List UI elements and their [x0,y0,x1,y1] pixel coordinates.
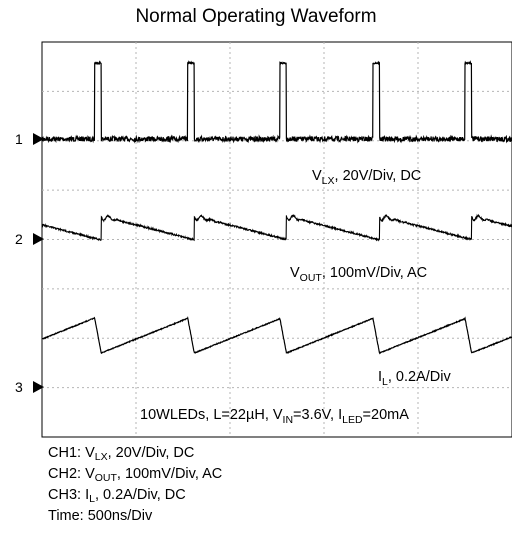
conditions-annotation: 10WLEDs, L=22µH, VIN=3.6V, ILED=20mA [140,407,409,426]
ch2-trace-label: VOUT, 100mV/Div, AC [290,265,427,284]
ch2-vout-trace [41,213,512,242]
ch2-ground-marker-icon [33,233,44,245]
scope-settings: CH1: VLX, 20V/Div, DC CH2: VOUT, 100mV/D… [48,443,222,527]
time-setting: Time: 500ns/Div [48,508,153,524]
ch1-vlx-trace [41,60,512,144]
ch3-trace-label: IL, 0.2A/Div [378,369,451,388]
ch2-setting: CH2: VOUT, 100mV/Div, AC [48,466,223,484]
chart-title: Normal Operating Waveform [135,6,377,27]
ch3-setting: CH3: IL, 0.2A/Div, DC [48,487,186,505]
ch3-ground-marker-icon [33,381,44,393]
ch1-ground-marker-icon [33,133,44,145]
ch1-setting: CH1: VLX, 20V/Div, DC [48,445,195,463]
scope-traces [41,60,512,355]
channel-markers: 1 2 3 [15,131,44,395]
ch1-number-label: 1 [15,131,23,147]
ch3-number-label: 3 [15,379,23,395]
ch2-number-label: 2 [15,231,23,247]
ch3-il-trace [41,316,512,355]
ch1-trace-label: VLX, 20V/Div, DC [312,168,421,187]
